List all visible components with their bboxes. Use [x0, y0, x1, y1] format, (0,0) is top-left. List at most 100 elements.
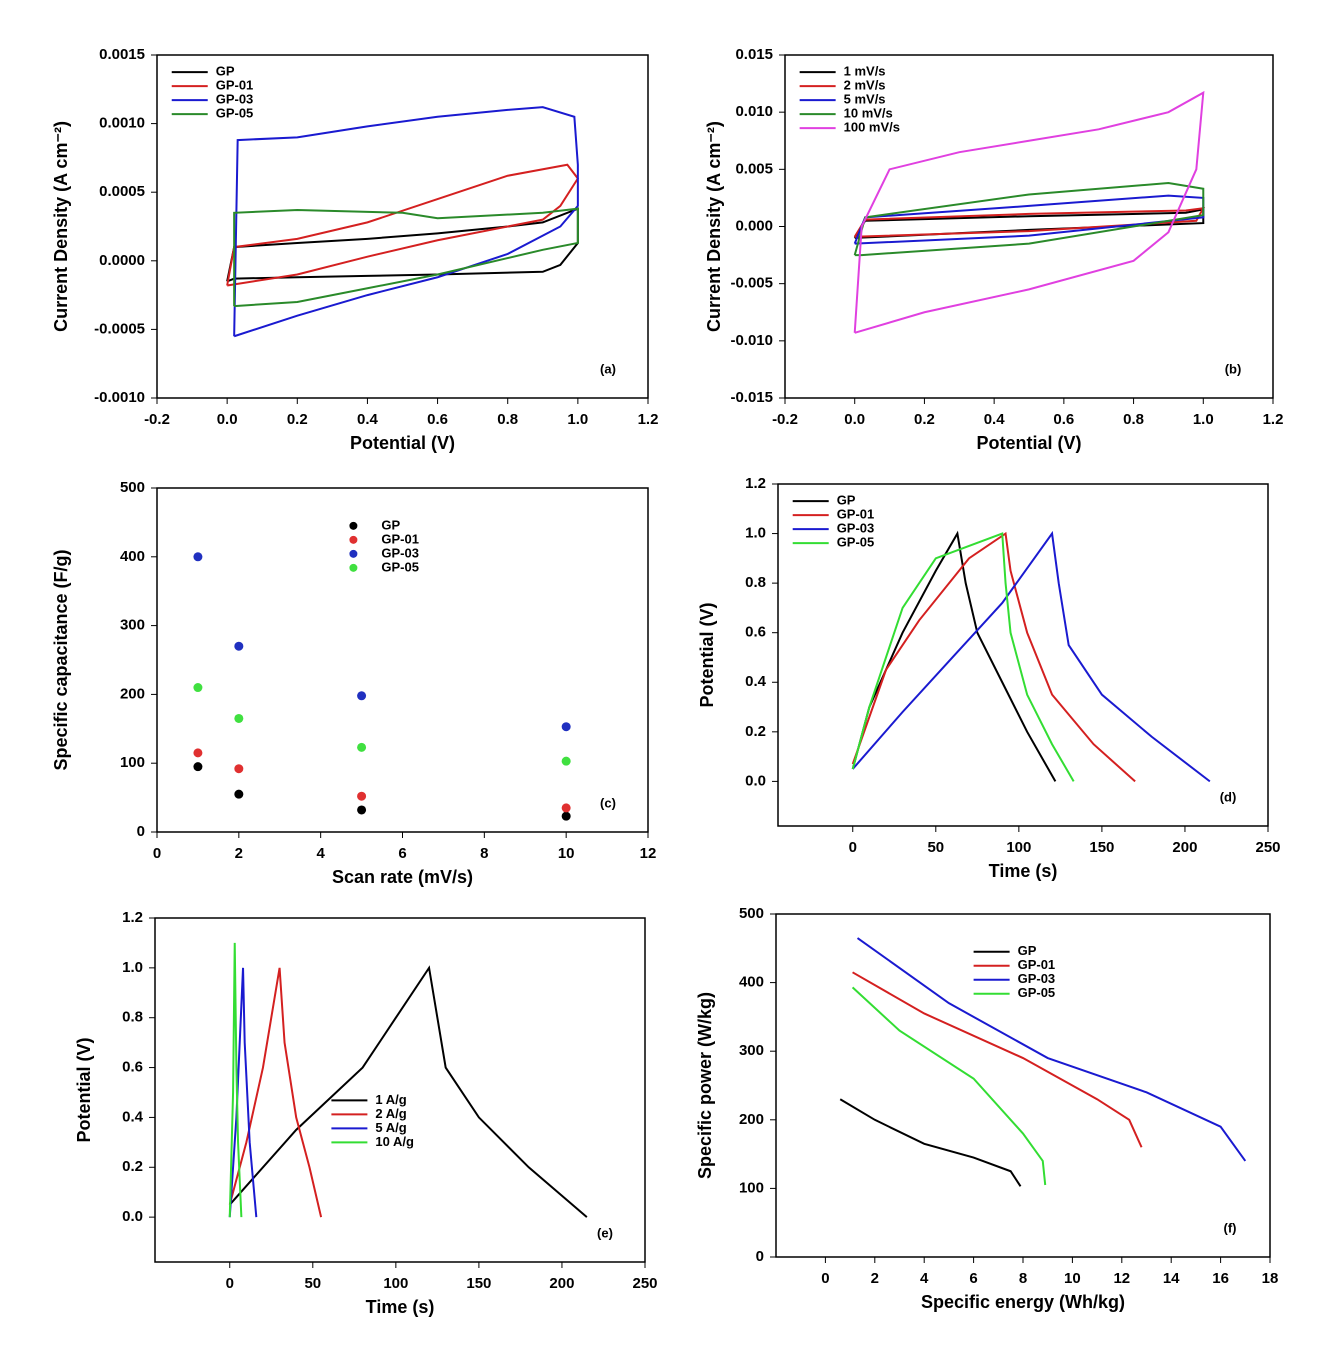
- legend-label: GP-01: [381, 531, 419, 546]
- y-axis-label: Current Density (A cm⁻²): [704, 121, 724, 332]
- legend-label: GP-03: [216, 92, 254, 107]
- point: [561, 722, 571, 732]
- x-tick-label: 0.2: [287, 411, 308, 428]
- y-tick-label: 0.4: [745, 673, 767, 690]
- x-tick-label: 50: [304, 1275, 321, 1292]
- y-tick-label: 0.0010: [99, 115, 145, 132]
- point: [357, 691, 367, 701]
- y-axis-label: Potential (V): [697, 602, 717, 707]
- y-tick-label: 500: [120, 479, 145, 496]
- point: [561, 811, 571, 821]
- x-tick-label: 100: [1006, 839, 1031, 856]
- legend-label: GP: [1018, 943, 1037, 958]
- legend-label: GP-03: [837, 521, 875, 536]
- legend-label: GP-05: [837, 535, 875, 550]
- x-tick-label: 8: [1019, 1270, 1027, 1287]
- y-axis-label: Current Density (A cm⁻²): [51, 121, 71, 332]
- plot-frame: [154, 917, 646, 1263]
- point: [357, 742, 367, 752]
- x-tick-label: 2: [235, 845, 243, 862]
- y-tick-label: -0.0010: [94, 389, 145, 406]
- y-tick-label: -0.0005: [94, 320, 145, 337]
- series-line: [228, 967, 258, 1218]
- x-tick-label: 6: [969, 1270, 977, 1287]
- point: [193, 748, 203, 758]
- x-tick-label: 1.2: [638, 411, 659, 428]
- series-line: [852, 971, 1143, 1148]
- y-tick-label: 200: [739, 1111, 764, 1128]
- legend-label: 1 A/g: [375, 1092, 406, 1107]
- y-tick-label: 200: [120, 685, 145, 702]
- point: [357, 791, 367, 801]
- y-tick-label: 0.0015: [99, 46, 145, 63]
- y-tick-label: 0.8: [122, 1009, 143, 1026]
- y-tick-label: 1.2: [745, 475, 766, 492]
- x-tick-label: 0.6: [1053, 411, 1074, 428]
- x-tick-label: 0.2: [914, 411, 935, 428]
- legend-label: 10 mV/s: [844, 106, 893, 121]
- series-line: [853, 194, 1205, 245]
- x-tick-label: 0.8: [497, 411, 518, 428]
- series-line: [233, 106, 579, 338]
- y-tick-label: -0.010: [730, 332, 773, 349]
- x-tick-label: 18: [1262, 1270, 1279, 1287]
- point: [234, 789, 244, 799]
- x-tick-label: 1.0: [567, 411, 588, 428]
- legend-label: GP-05: [381, 559, 419, 574]
- y-tick-label: 0.6: [745, 624, 766, 641]
- point: [234, 713, 244, 723]
- y-tick-label: 500: [739, 905, 764, 922]
- y-tick-label: 1.2: [122, 909, 143, 926]
- legend-marker: [349, 563, 358, 572]
- y-axis-label: Potential (V): [74, 1037, 94, 1142]
- x-tick-label: 10: [558, 845, 575, 862]
- x-tick-label: 150: [1089, 839, 1114, 856]
- plot-frame: [156, 54, 649, 399]
- y-axis-label: Specific power (W/kg): [695, 992, 715, 1179]
- legend-label: 5 mV/s: [844, 92, 886, 107]
- legend-label: 5 A/g: [375, 1120, 406, 1135]
- x-axis-label: Specific energy (Wh/kg): [921, 1292, 1125, 1312]
- series-line: [851, 532, 1075, 782]
- y-tick-label: 1.0: [122, 959, 143, 976]
- series-line: [853, 90, 1205, 334]
- legend-marker: [349, 521, 358, 530]
- series-line: [851, 531, 1136, 783]
- x-tick-label: 0.4: [357, 411, 379, 428]
- legend-label: GP: [381, 517, 400, 532]
- legend-label: 100 mV/s: [844, 120, 900, 135]
- x-tick-label: 200: [1172, 839, 1197, 856]
- series-line: [853, 182, 1205, 257]
- point: [193, 683, 203, 693]
- y-tick-label: 100: [120, 754, 145, 771]
- legend-label: GP: [837, 493, 856, 508]
- x-axis-label: Potential (V): [350, 433, 455, 453]
- y-tick-label: 300: [120, 617, 145, 634]
- y-tick-label: 0.005: [735, 160, 773, 177]
- x-tick-label: 0: [226, 1275, 234, 1292]
- x-tick-label: 14: [1163, 1270, 1180, 1287]
- x-tick-label: 1.0: [1193, 411, 1214, 428]
- x-tick-label: 100: [383, 1275, 408, 1292]
- x-tick-label: 6: [398, 845, 406, 862]
- x-tick-label: 0.6: [427, 411, 448, 428]
- series-line: [851, 530, 1211, 783]
- y-axis-label: Specific capacitance (F/g): [51, 549, 71, 770]
- legend-label: 2 mV/s: [844, 78, 886, 93]
- series-line: [839, 1098, 1022, 1187]
- point: [357, 805, 367, 815]
- x-tick-label: 150: [466, 1275, 491, 1292]
- legend-label: 1 mV/s: [844, 64, 886, 79]
- point: [234, 764, 244, 774]
- x-axis-label: Scan rate (mV/s): [332, 867, 473, 887]
- series-line: [856, 937, 1247, 1162]
- x-tick-label: 50: [927, 839, 944, 856]
- x-tick-label: 200: [549, 1275, 574, 1292]
- x-tick-label: 0: [849, 839, 857, 856]
- y-tick-label: 0.0005: [99, 183, 145, 200]
- y-tick-label: 0.0: [122, 1208, 143, 1225]
- y-tick-label: 400: [120, 548, 145, 565]
- y-tick-label: 0.010: [735, 103, 773, 120]
- x-tick-label: 8: [480, 845, 488, 862]
